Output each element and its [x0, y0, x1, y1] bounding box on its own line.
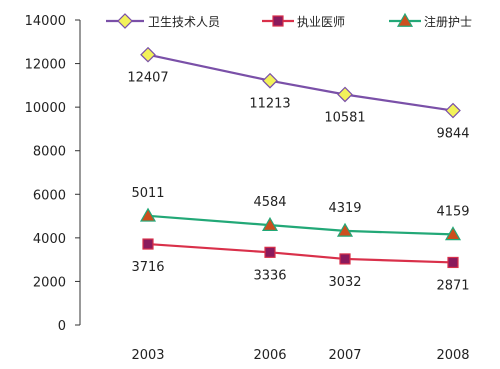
- x-tick-label: 2006: [253, 348, 286, 363]
- legend-label: 注册护士: [424, 14, 472, 29]
- series-1-data-label: 10581: [324, 110, 365, 125]
- series-3-marker: [261, 216, 279, 231]
- series-1-data-label: 9844: [436, 127, 469, 142]
- series-1-group: [140, 46, 461, 119]
- legend: 卫生技术人员 执业医师 注册护士: [106, 12, 472, 29]
- series-2-group: [142, 238, 459, 269]
- y-tick-label: 4000: [33, 232, 66, 247]
- legend-item-series-1: 卫生技术人员: [106, 13, 220, 29]
- series-2-data-label: 3336: [253, 268, 286, 283]
- series-3-data-label: 4584: [253, 195, 286, 210]
- legend-marker: [117, 13, 133, 29]
- series-1-marker: [337, 86, 353, 103]
- series-layer: [139, 46, 462, 269]
- series-3-data-label: 5011: [131, 186, 164, 201]
- y-tick-label: 2000: [33, 275, 66, 290]
- y-tick-label: 8000: [33, 145, 66, 160]
- x-axis: 2003 2006 2007 2008: [131, 348, 469, 363]
- y-tick-label: 14000: [25, 14, 66, 29]
- series-3-group: [139, 207, 462, 241]
- series-2-data-label: 2871: [436, 278, 469, 293]
- series-3-marker: [336, 222, 354, 237]
- series-3-marker: [139, 207, 157, 222]
- y-tick-label: 10000: [25, 101, 66, 116]
- y-axis: 0 2000 4000 6000 8000 10000 12000 14000: [25, 14, 81, 334]
- series-3-line: [147, 214, 454, 236]
- y-tick-label: 0: [58, 319, 66, 334]
- legend-label: 卫生技术人员: [148, 15, 220, 29]
- series-1-marker: [445, 102, 461, 119]
- series-2-marker: [142, 238, 154, 250]
- series-3-marker: [444, 226, 462, 241]
- legend-label: 执业医师: [297, 15, 345, 29]
- series-3-data-label: 4159: [436, 204, 469, 219]
- series-1-data-label: 11213: [249, 97, 290, 112]
- y-tick-label: 12000: [25, 58, 66, 73]
- data-label-layer: 12407 11213 10581 9844 3716 3336 3032 2871 5011 4…: [127, 71, 469, 294]
- series-2-marker: [264, 246, 276, 258]
- series-2-line: [147, 242, 454, 264]
- series-1-marker: [262, 72, 278, 89]
- series-1-line: [147, 53, 454, 112]
- series-2-data-label: 3032: [328, 275, 361, 290]
- legend-item-series-2: 执业医师: [262, 15, 345, 29]
- x-tick-label: 2007: [328, 348, 361, 363]
- series-3-data-label: 4319: [328, 201, 361, 216]
- series-2-data-label: 3716: [131, 260, 164, 275]
- series-1-data-label: 12407: [127, 71, 168, 86]
- series-2-marker: [447, 256, 459, 269]
- series-2-marker: [339, 253, 351, 265]
- x-tick-label: 2008: [436, 348, 469, 363]
- x-tick-label: 2003: [131, 348, 164, 363]
- y-tick-label: 6000: [33, 188, 66, 203]
- legend-item-series-3: 注册护士: [389, 12, 472, 29]
- legend-marker: [272, 15, 284, 27]
- series-1-marker: [140, 46, 156, 63]
- legend-marker: [396, 12, 414, 27]
